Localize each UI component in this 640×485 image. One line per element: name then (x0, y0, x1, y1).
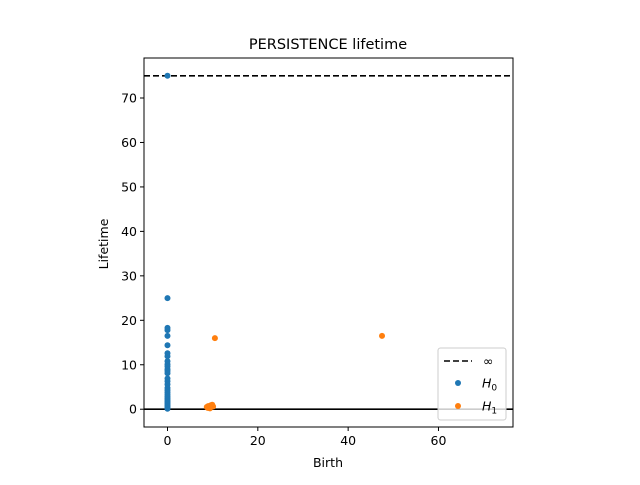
series-H0 (164, 72, 171, 412)
x-axis-label: Birth (313, 455, 343, 470)
legend-label-H0: H0 (482, 376, 497, 394)
legend-infinity-label: ∞ (483, 354, 493, 369)
point-H1-1 (379, 332, 386, 339)
point-H0-0 (164, 72, 171, 79)
y-tick-label-0: 0 (129, 402, 137, 417)
point-H0-13 (164, 370, 171, 377)
point-H1-9 (204, 404, 211, 411)
point-H0-7 (164, 353, 171, 360)
x-tick-label-20: 20 (250, 433, 266, 448)
point-H1-0 (211, 335, 218, 342)
point-H0-4 (164, 332, 171, 339)
legend-swatch-H1 (455, 403, 461, 409)
y-tick-label-70: 70 (121, 91, 137, 106)
x-tick-label-0: 0 (164, 433, 172, 448)
y-tick-label-20: 20 (121, 313, 137, 328)
y-tick-label-50: 50 (121, 179, 137, 194)
y-tick-label-40: 40 (121, 224, 137, 239)
y-tick-label-30: 30 (121, 268, 137, 283)
legend-box (437, 347, 507, 421)
y-axis-label: Lifetime (96, 218, 111, 269)
axes-frame (143, 57, 514, 428)
x-tick-label-60: 60 (431, 433, 447, 448)
legend-swatch-H0 (455, 380, 461, 386)
legend: ∞ H0 H1 (437, 347, 507, 421)
point-H0-3 (164, 327, 171, 334)
chart-title: PERSISTENCE lifetime (249, 37, 407, 53)
point-H0-1 (164, 295, 171, 302)
y-tick-label-10: 10 (121, 357, 137, 372)
y-tick-label-60: 60 (121, 135, 137, 150)
legend-label-H1: H1 (482, 399, 497, 417)
point-H0-30 (164, 405, 171, 412)
series-H1 (203, 332, 386, 412)
x-tick-label-40: 40 (340, 433, 356, 448)
point-H0-5 (164, 342, 171, 349)
